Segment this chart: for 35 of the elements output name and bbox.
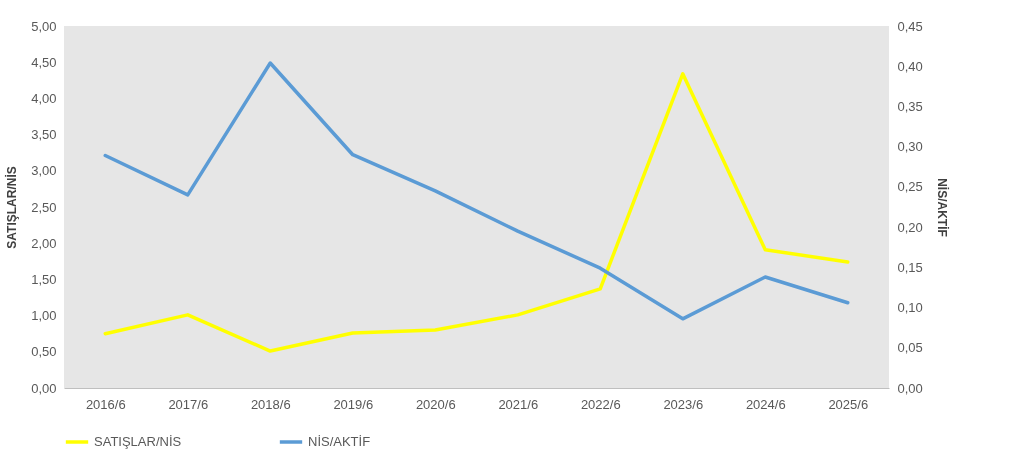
y-tick-label: 5,00 [31, 18, 57, 34]
y-axis-title: SATIŞLAR/NİS [4, 166, 20, 249]
y-tick-label: 3,50 [31, 127, 57, 143]
x-tick-label: 2022/6 [580, 396, 621, 412]
x-tick-label: 2016/6 [85, 396, 126, 412]
y2-tick-label: 0,10 [897, 300, 923, 316]
legend-label: NİS/AKTİF [308, 434, 371, 449]
y2-tick-label: 0,45 [897, 18, 923, 34]
y2-tick-label: 0,35 [897, 98, 923, 114]
y2-tick-label: 0,25 [897, 179, 923, 195]
legend-label: SATIŞLAR/NİS [94, 434, 182, 449]
x-tick-label: 2017/6 [168, 396, 209, 412]
y2-tick-label: 0,00 [897, 380, 923, 396]
y-tick-label: 2,50 [31, 199, 57, 215]
x-tick-label: 2019/6 [333, 396, 374, 412]
y-tick-label: 0,50 [31, 344, 57, 360]
y2-tick-label: 0,20 [897, 219, 923, 235]
x-tick-label: 2023/6 [663, 396, 704, 412]
x-tick-label: 2018/6 [250, 396, 291, 412]
y-tick-label: 0,00 [31, 380, 57, 396]
y-tick-label: 1,00 [31, 308, 57, 324]
x-tick-label: 2021/6 [498, 396, 539, 412]
y2-tick-label: 0,05 [897, 340, 923, 356]
y2-tick-label: 0,15 [897, 259, 923, 275]
y2-tick-label: 0,30 [897, 139, 923, 155]
y-tick-label: 1,50 [31, 271, 57, 287]
y-tick-label: 2,00 [31, 235, 57, 251]
x-tick-label: 2020/6 [415, 396, 456, 412]
x-tick-label: 2024/6 [745, 396, 786, 412]
y2-axis-title: NİS/AKTİF [934, 178, 950, 237]
y-tick-label: 4,50 [31, 54, 57, 70]
x-tick-label: 2025/6 [828, 396, 869, 412]
y-tick-label: 4,00 [31, 90, 57, 106]
y2-tick-label: 0,40 [897, 58, 923, 74]
y-tick-label: 3,00 [31, 163, 57, 179]
